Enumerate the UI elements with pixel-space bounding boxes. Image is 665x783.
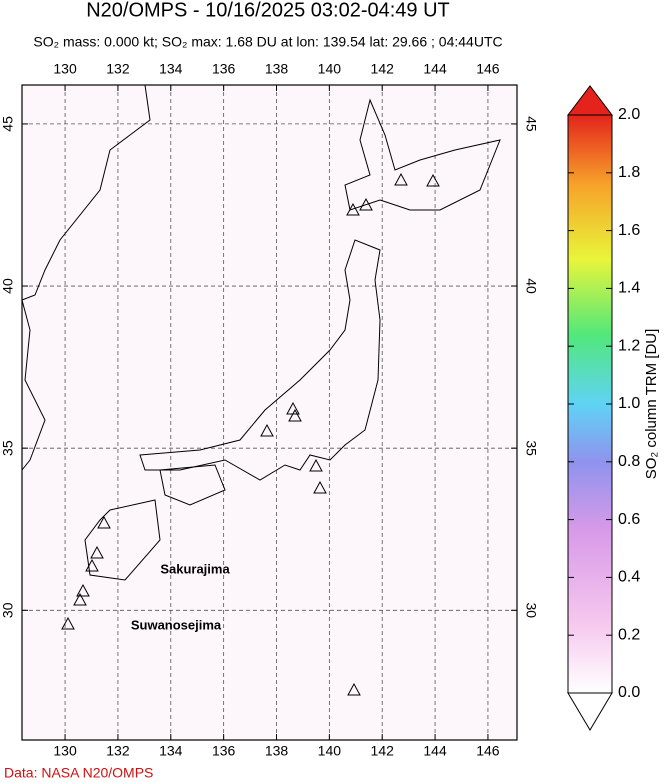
colorbar-tick-label: 0.2 (618, 626, 640, 643)
volcano-label: Sakurajima (160, 561, 230, 576)
lon-tick-label: 138 (265, 743, 289, 759)
lon-tick-label: 140 (318, 61, 342, 77)
volcano (309, 458, 323, 472)
lon-tick-label: 140 (318, 743, 342, 759)
lon-tick-label: 142 (371, 743, 395, 759)
colorbar-max-extension (566, 85, 614, 116)
volcanoes (61, 172, 440, 696)
volcano (97, 515, 111, 529)
colorbar-tick-label: 0.8 (618, 453, 640, 470)
credit: Data: NASA N20/OMPS (4, 765, 153, 781)
lon-tick-label: 146 (476, 743, 500, 759)
volcano (313, 480, 327, 494)
volcano-label: Suwanosejima (131, 617, 222, 632)
volcano (260, 423, 274, 437)
colorbar-tick-label: 0.4 (618, 569, 640, 586)
lon-tick-label: 146 (476, 61, 500, 77)
lon-tick-label: 130 (53, 61, 77, 77)
colorbar-tick-label: 0.0 (618, 684, 640, 701)
lon-tick-label: 132 (106, 743, 130, 759)
lon-tick-label: 136 (212, 743, 236, 759)
lon-tick-label: 144 (423, 743, 447, 759)
volcano (73, 592, 87, 606)
volcano (426, 173, 440, 187)
coastline (21, 299, 46, 471)
lat-tick-label: 35 (523, 440, 539, 456)
coastline (344, 98, 501, 211)
coastline (84, 499, 161, 581)
lat-tick-label: 45 (523, 116, 539, 132)
colorbar (567, 114, 613, 694)
colorbar-tick-label: 0.6 (618, 511, 640, 528)
map-frame (21, 84, 518, 741)
volcano (61, 616, 75, 630)
lon-tick-label: 138 (265, 61, 289, 77)
volcano (288, 408, 302, 422)
lon-tick-label: 142 (371, 61, 395, 77)
volcano (85, 558, 99, 572)
volcano (359, 197, 373, 211)
lat-tick-label: 30 (523, 603, 539, 619)
lat-tick-label: 35 (0, 440, 16, 456)
grid (22, 85, 517, 740)
lon-tick-label: 136 (212, 61, 236, 77)
volcano (76, 583, 90, 597)
title: N20/OMPS - 10/16/2025 03:02-04:49 UT (86, 0, 450, 21)
volcano (347, 682, 361, 696)
subtitle: SO₂ mass: 0.000 kt; SO₂ max: 1.68 DU at … (33, 34, 502, 50)
coastline (139, 239, 381, 481)
volcano (394, 172, 408, 186)
coastline (21, 84, 151, 301)
colorbar-label: SO₂ column TRM [DU] (643, 329, 660, 480)
lon-tick-label: 134 (159, 61, 183, 77)
volcano (90, 545, 104, 559)
lon-tick-label: 132 (106, 61, 130, 77)
volcano (346, 202, 360, 216)
colorbar-min-extension (567, 692, 613, 731)
colorbar-tick-label: 1.8 (618, 164, 640, 181)
coastlines (21, 84, 501, 581)
lat-tick-label: 40 (0, 278, 16, 294)
colorbar-tick-label: 2.0 (618, 106, 640, 123)
lon-tick-label: 144 (423, 61, 447, 77)
lon-tick-label: 134 (159, 743, 183, 759)
lat-tick-label: 40 (523, 278, 539, 294)
colorbar-tick-label: 1.4 (618, 280, 640, 297)
colorbar-tick-label: 1.0 (618, 395, 640, 412)
lat-tick-label: 45 (0, 116, 16, 132)
map-area (22, 85, 517, 740)
lon-tick-label: 130 (53, 743, 77, 759)
colorbar-tick-label: 1.6 (618, 222, 640, 239)
lat-tick-label: 30 (0, 602, 16, 618)
colorbar-tick-label: 1.2 (618, 337, 640, 354)
coastline (159, 464, 226, 506)
